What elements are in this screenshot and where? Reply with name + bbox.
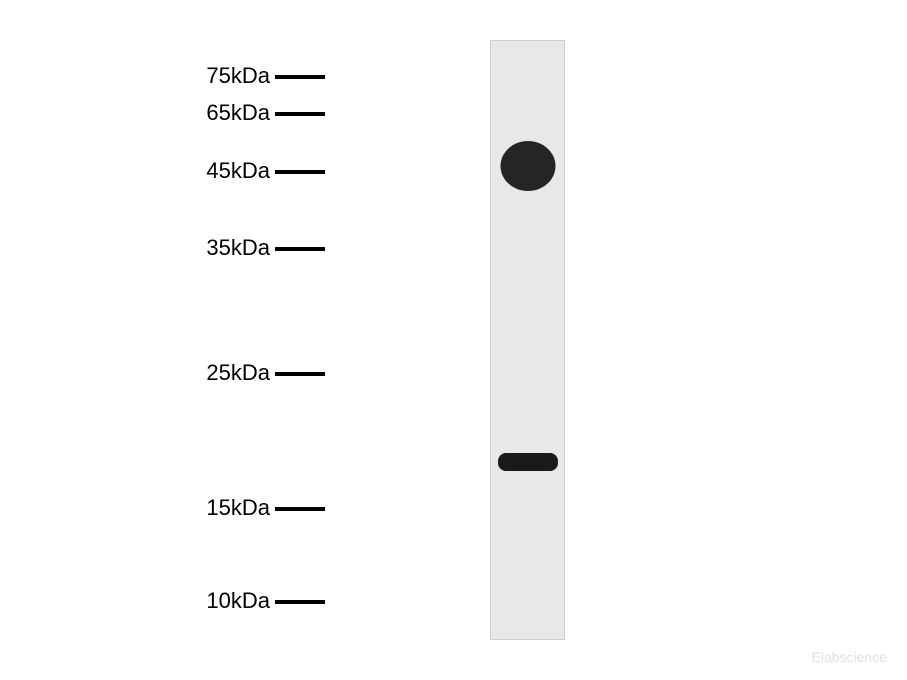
band-lower-sharp	[498, 453, 558, 471]
marker-tick-45kda	[275, 170, 325, 174]
band-upper-diffuse	[500, 141, 555, 191]
western-blot-container: 75kDa 65kDa 45kDa 35kDa 25kDa 15kDa 10kD…	[140, 30, 740, 650]
marker-label-35kda: 35kDa	[140, 235, 270, 261]
marker-tick-10kda	[275, 600, 325, 604]
marker-tick-75kda	[275, 75, 325, 79]
marker-tick-25kda	[275, 372, 325, 376]
marker-label-10kda: 10kDa	[140, 588, 270, 614]
marker-label-45kda: 45kDa	[140, 158, 270, 184]
blot-lane	[490, 40, 565, 640]
marker-tick-65kda	[275, 112, 325, 116]
marker-label-75kda: 75kDa	[140, 63, 270, 89]
marker-label-15kda: 15kDa	[140, 495, 270, 521]
marker-label-65kda: 65kDa	[140, 100, 270, 126]
marker-label-25kda: 25kDa	[140, 360, 270, 386]
watermark-text: Elabscience	[812, 649, 888, 665]
marker-tick-15kda	[275, 507, 325, 511]
marker-tick-35kda	[275, 247, 325, 251]
